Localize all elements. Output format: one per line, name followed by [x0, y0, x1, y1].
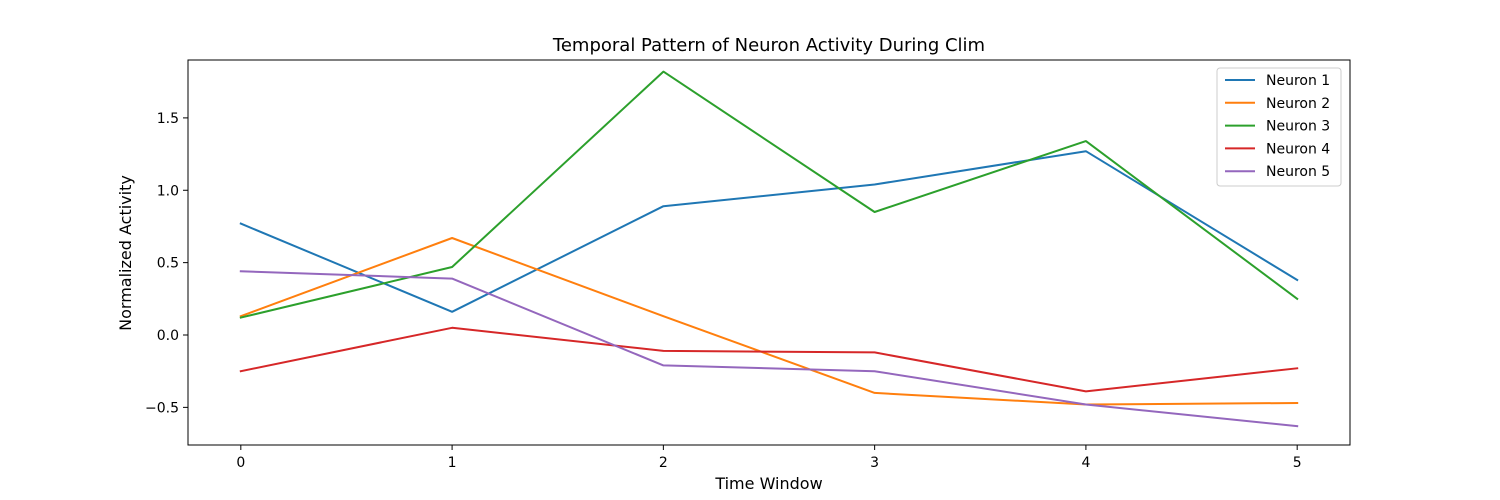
legend-label: Neuron 2 [1266, 96, 1330, 112]
x-tick-label: 5 [1293, 455, 1302, 471]
x-tick-label: 3 [870, 455, 879, 471]
x-tick-label: 0 [236, 455, 245, 471]
legend-label: Neuron 4 [1266, 141, 1330, 157]
x-axis-label: Time Window [714, 474, 822, 493]
y-axis-label: Normalized Activity [116, 175, 135, 331]
x-tick-label: 1 [448, 455, 457, 471]
legend-box [1216, 67, 1342, 187]
legend: Neuron 1 Neuron 2 Neuron 3 Neuron 4 Neuron 5 [1216, 67, 1342, 187]
series-line-neuron-1 [239, 150, 1299, 313]
chart-title: Temporal Pattern of Neuron Activity Duri… [552, 35, 985, 56]
series-line-neuron-3 [239, 70, 1299, 319]
series-line-neuron-4 [239, 326, 1299, 393]
y-tick-label: 1.0 [157, 183, 179, 199]
y-tick-label: −0.5 [145, 400, 179, 416]
legend-label: Neuron 3 [1266, 119, 1330, 135]
y-tick-label: 0.0 [157, 328, 179, 344]
y-tick-label: 0.5 [157, 256, 179, 272]
series-line-neuron-5 [239, 270, 1299, 428]
x-tick-label: 2 [659, 455, 668, 471]
axes-frame [187, 59, 1351, 446]
legend-label: Neuron 5 [1266, 164, 1330, 180]
plot-area: 0 1 2 3 4 5 −0.5 0.0 0.5 1.0 1.5 [145, 59, 1351, 471]
series-line-neuron-2 [239, 237, 1299, 406]
x-tick-label: 4 [1081, 455, 1090, 471]
legend-label: Neuron 1 [1266, 73, 1330, 89]
y-tick-label: 1.5 [157, 111, 179, 127]
